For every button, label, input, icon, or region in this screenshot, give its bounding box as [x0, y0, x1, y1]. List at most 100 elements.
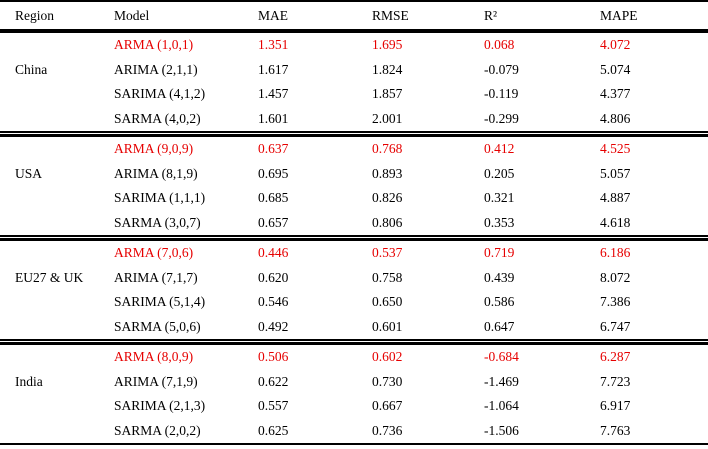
mae-value: 1.601: [258, 110, 289, 126]
r2-value: 0.205: [484, 165, 515, 181]
section-separator-rule: [0, 131, 708, 137]
mae-value: 1.351: [258, 37, 289, 52]
mae-value: 0.685: [258, 190, 289, 205]
rmse-value: 1.824: [372, 61, 403, 77]
region-label: USA: [15, 165, 43, 181]
region-label: India: [15, 373, 43, 389]
mape-value: 6.747: [600, 318, 631, 334]
mape-value: 4.377: [600, 86, 631, 101]
r2-value: -0.299: [484, 110, 519, 126]
mape-value: 7.723: [600, 373, 631, 389]
mae-value: 0.546: [258, 294, 289, 309]
model-cell: ARIMA (7,1,9): [114, 373, 198, 389]
mape-value: 8.072: [600, 269, 631, 285]
section-separator-rule: [0, 235, 708, 241]
column-header-mape: MAPE: [600, 8, 638, 23]
mae-value: 0.446: [258, 245, 289, 260]
mape-value: 7.763: [600, 422, 631, 438]
mae-value: 0.625: [258, 422, 289, 438]
mae-value: 0.492: [258, 318, 289, 334]
rmse-value: 0.730: [372, 373, 403, 389]
mae-value: 1.457: [258, 86, 289, 101]
rmse-value: 1.695: [372, 37, 403, 52]
rmse-value: 0.736: [372, 422, 403, 438]
model-cell: SARIMA (5,1,4): [114, 294, 206, 309]
table-body: China ARMA (1,0,1) 1.351 1.695 0.068 4.072 ARI…: [0, 33, 708, 443]
rmse-value: 2.001: [372, 110, 403, 126]
r2-value: -1.064: [484, 398, 519, 413]
model-cell: ARIMA (2,1,1): [114, 61, 198, 77]
region-label: EU27 & UK: [15, 269, 84, 285]
model-cell: ARIMA (8,1,9): [114, 165, 198, 181]
region-section: China ARMA (1,0,1) 1.351 1.695 0.068 4.072 ARI…: [0, 33, 708, 131]
r2-value: 0.439: [484, 269, 515, 285]
model-cell: ARMA (8,0,9): [114, 349, 194, 364]
r2-value: -0.079: [484, 61, 519, 77]
section-separator-rule: [0, 339, 708, 345]
table-top-rule: [0, 0, 708, 2]
rmse-value: 0.601: [372, 318, 403, 334]
mae-value: 0.557: [258, 398, 289, 413]
r2-value: -0.119: [484, 86, 519, 101]
r2-value: -1.506: [484, 422, 519, 438]
column-header-mae: MAE: [258, 8, 288, 23]
mape-value: 6.917: [600, 398, 631, 413]
mae-value: 0.622: [258, 373, 289, 389]
rmse-value: 0.667: [372, 398, 403, 413]
header-bottom-rule: [0, 29, 708, 33]
r2-value: 0.068: [484, 37, 515, 52]
column-header-model: Model: [114, 8, 150, 23]
rmse-value: 1.857: [372, 86, 403, 101]
model-cell: SARIMA (4,1,2): [114, 86, 206, 101]
model-cell: SARIMA (1,1,1): [114, 190, 206, 205]
model-cell: SARMA (4,0,2): [114, 110, 201, 126]
mape-value: 4.072: [600, 37, 631, 52]
mae-value: 1.617: [258, 61, 289, 77]
mae-value: 0.695: [258, 165, 289, 181]
rmse-value: 0.893: [372, 165, 403, 181]
table-header-row: Region Model MAE RMSE R² MAPE: [0, 2, 708, 29]
r2-value: 0.647: [484, 318, 515, 334]
region-section: EU27 & UK ARMA (7,0,6) 0.446 0.537 0.719 6.18…: [0, 241, 708, 339]
table-bottom-rule: [0, 443, 708, 445]
rmse-value: 0.650: [372, 294, 403, 309]
mape-value: 4.806: [600, 110, 631, 126]
region-label: China: [15, 61, 48, 77]
r2-value: -0.684: [484, 349, 519, 364]
column-header-r2: R²: [484, 8, 498, 23]
mape-value: 6.287: [600, 349, 631, 364]
mape-value: 4.525: [600, 141, 631, 156]
rmse-value: 0.537: [372, 245, 403, 260]
r2-value: 0.353: [484, 214, 515, 230]
model-cell: ARMA (9,0,9): [114, 141, 194, 156]
mape-value: 5.074: [600, 61, 631, 77]
model-cell: SARIMA (2,1,3): [114, 398, 206, 413]
rmse-value: 0.758: [372, 269, 403, 285]
r2-value: 0.719: [484, 245, 515, 260]
model-cell: ARMA (1,0,1): [114, 37, 194, 52]
rmse-value: 0.826: [372, 190, 403, 205]
model-cell: SARMA (5,0,6): [114, 318, 201, 334]
mae-value: 0.657: [258, 214, 289, 230]
rmse-value: 0.806: [372, 214, 403, 230]
model-cell: ARIMA (7,1,7): [114, 269, 198, 285]
r2-value: 0.412: [484, 141, 515, 156]
region-section: India ARMA (8,0,9) 0.506 0.602 -0.684 6.287 AR…: [0, 345, 708, 443]
mape-value: 5.057: [600, 165, 631, 181]
r2-value: -1.469: [484, 373, 519, 389]
mae-value: 0.620: [258, 269, 289, 285]
rmse-value: 0.768: [372, 141, 403, 156]
mape-value: 4.618: [600, 214, 631, 230]
mae-value: 0.637: [258, 141, 289, 156]
model-cell: SARMA (2,0,2): [114, 422, 201, 438]
rmse-value: 0.602: [372, 349, 403, 364]
mape-value: 7.386: [600, 294, 631, 309]
model-cell: SARMA (3,0,7): [114, 214, 201, 230]
column-header-region: Region: [15, 8, 54, 23]
column-header-rmse: RMSE: [372, 8, 409, 23]
mape-value: 4.887: [600, 190, 631, 205]
model-cell: ARMA (7,0,6): [114, 245, 194, 260]
r2-value: 0.321: [484, 190, 515, 205]
mape-value: 6.186: [600, 245, 631, 260]
